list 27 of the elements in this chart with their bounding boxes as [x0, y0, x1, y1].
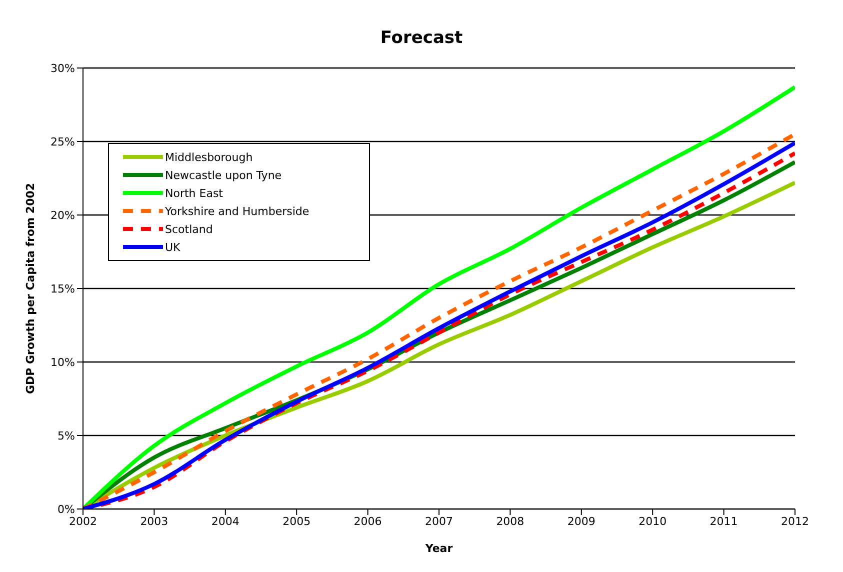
legend-label: Middlesborough — [165, 150, 253, 164]
y-tick-label: 30% — [50, 62, 75, 75]
x-tick-label: 2004 — [211, 514, 240, 528]
y-tick-label: 15% — [50, 282, 75, 296]
y-tick-label: 25% — [50, 135, 75, 148]
x-tick-label: 2003 — [140, 514, 168, 528]
x-tick-label: 2002 — [69, 514, 97, 528]
x-tick-label: 2007 — [425, 514, 453, 528]
legend-label: North East — [165, 186, 223, 200]
x-tick-label: 2011 — [710, 514, 738, 528]
y-tick-label: 5% — [58, 429, 75, 442]
legend-label: UK — [165, 240, 180, 254]
x-tick-label: 2012 — [781, 514, 809, 528]
x-tick-label: 2005 — [282, 514, 311, 528]
x-tick-label: 2008 — [496, 514, 524, 528]
y-tick-label: 10% — [50, 356, 75, 369]
y-tick-label: 20% — [50, 208, 75, 222]
chart-title: Forecast — [379, 27, 464, 50]
x-axis-title: Year — [424, 542, 454, 555]
legend-label: Scotland — [165, 222, 213, 236]
x-tick-label: 2010 — [638, 514, 667, 528]
x-tick-label: 2009 — [567, 514, 596, 528]
x-tick-label: 2006 — [354, 514, 382, 528]
legend-label: Newcastle upon Tyne — [165, 168, 282, 182]
y-axis-title: GDP Growth per Capita from 2002 — [24, 182, 37, 394]
y-tick-label: 0% — [58, 502, 75, 516]
legend-label: Yorkshire and Humberside — [165, 204, 310, 218]
